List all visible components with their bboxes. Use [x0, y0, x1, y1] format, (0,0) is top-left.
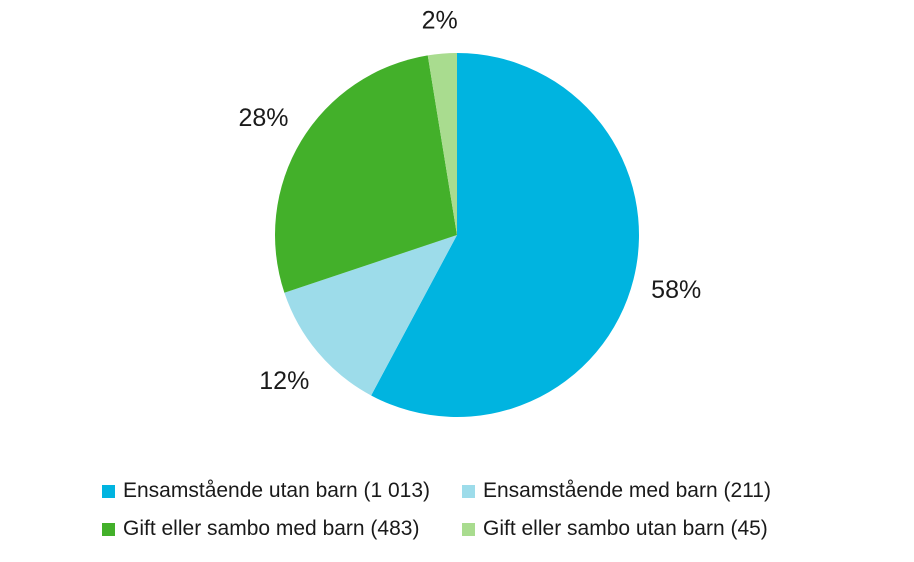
legend-swatch-ensamstaende-utan-barn	[102, 484, 115, 498]
legend-item-ensamstaende-utan-barn: Ensamstående utan barn (1 013)	[102, 479, 462, 503]
legend-label-ensamstaende-utan-barn: Ensamstående utan barn (1 013)	[123, 479, 431, 502]
pie-slice-gift-sambo-utan-barn	[427, 53, 457, 235]
legend-item-gift-sambo-utan-barn: Gift eller sambo utan barn (45)	[462, 517, 768, 541]
legend-label-gift-sambo-utan-barn: Gift eller sambo utan barn (45)	[483, 517, 768, 540]
pie-slice-ensamstaende-utan-barn	[371, 53, 639, 417]
legend-row-2: Gift eller sambo med barn (483) Gift ell…	[102, 514, 822, 544]
pie-slice-ensamstaende-med-barn	[284, 235, 457, 396]
legend-row-1: Ensamstående utan barn (1 013) Ensamståe…	[102, 476, 822, 506]
pie-percent-label-ensamstaende-med-barn: 12%	[259, 367, 309, 395]
legend-label-gift-sambo-med-barn: Gift eller sambo med barn (483)	[123, 517, 420, 540]
pie-slice-gift-sambo-med-barn	[274, 55, 457, 293]
legend-swatch-ensamstaende-med-barn	[462, 484, 475, 498]
pie-percent-label-gift-sambo-med-barn: 28%	[238, 104, 288, 132]
pie-percent-label-ensamstaende-utan-barn: 58%	[651, 276, 701, 304]
pie-percent-labels: 58% 12% 28% 2%	[238, 7, 701, 395]
legend-item-gift-sambo-med-barn: Gift eller sambo med barn (483)	[102, 517, 462, 541]
pie-slices	[274, 53, 639, 417]
legend: Ensamstående utan barn (1 013) Ensamståe…	[102, 476, 822, 552]
pie-percent-label-gift-sambo-utan-barn: 2%	[422, 7, 458, 35]
legend-label-ensamstaende-med-barn: Ensamstående med barn (211)	[483, 479, 771, 502]
legend-swatch-gift-sambo-med-barn	[102, 522, 115, 536]
legend-swatch-gift-sambo-utan-barn	[462, 522, 475, 536]
legend-item-ensamstaende-med-barn: Ensamstående med barn (211)	[462, 479, 771, 503]
